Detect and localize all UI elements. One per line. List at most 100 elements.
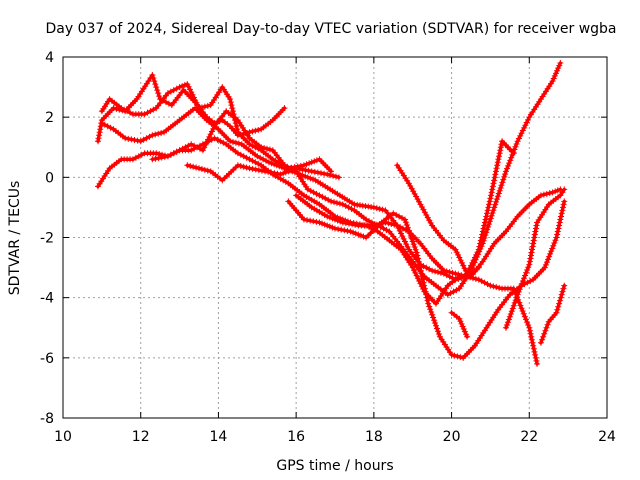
data-point	[468, 262, 474, 269]
data-point	[458, 272, 465, 279]
data-point	[487, 215, 494, 222]
data-point	[477, 237, 484, 244]
data-point	[560, 285, 567, 292]
data-point	[490, 207, 497, 214]
data-point	[557, 60, 564, 67]
data-point	[554, 67, 561, 74]
data-point	[490, 180, 497, 187]
data-point	[427, 306, 434, 313]
data-point	[485, 221, 492, 228]
data-point	[319, 220, 326, 227]
data-point	[332, 225, 338, 232]
data-point	[333, 199, 340, 206]
data-point	[512, 297, 519, 304]
data-point	[528, 336, 535, 343]
data-point	[185, 83, 192, 90]
data-point	[518, 280, 525, 287]
data-point	[488, 192, 495, 199]
data-point	[557, 216, 564, 223]
data-point	[551, 239, 558, 246]
data-point	[352, 221, 359, 228]
data-point	[482, 216, 489, 223]
data-point	[234, 162, 241, 169]
data-point	[184, 81, 191, 88]
data-point	[311, 158, 318, 165]
data-point	[529, 243, 536, 250]
data-point	[430, 314, 437, 321]
data-point	[486, 201, 493, 208]
data-point	[526, 324, 533, 331]
data-point	[370, 204, 377, 211]
data-point	[416, 277, 423, 284]
data-point	[265, 168, 272, 175]
data-point	[418, 270, 425, 277]
y-tick-label: -4	[40, 291, 54, 307]
data-point	[530, 342, 537, 349]
data-point	[408, 185, 415, 192]
data-point	[554, 228, 561, 235]
data-point	[308, 159, 315, 166]
data-point	[299, 166, 306, 173]
data-point	[281, 105, 288, 112]
data-point	[376, 220, 383, 227]
data-point	[484, 210, 490, 217]
data-point	[95, 135, 102, 142]
data-point	[420, 279, 427, 286]
data-point	[529, 246, 536, 253]
data-point	[409, 264, 416, 271]
data-point	[227, 96, 234, 103]
data-point	[506, 313, 513, 320]
data-point	[290, 166, 297, 173]
data-point	[420, 206, 427, 213]
data-point	[466, 265, 473, 272]
data-point	[520, 310, 527, 317]
data-point	[321, 170, 328, 177]
data-point	[502, 168, 509, 175]
data-point	[425, 300, 432, 307]
data-point	[307, 175, 314, 182]
data-point	[201, 144, 208, 151]
data-point	[486, 218, 493, 225]
data-point	[335, 226, 342, 233]
data-point	[519, 127, 526, 134]
data-point	[152, 155, 159, 162]
data-point	[559, 288, 566, 295]
data-point	[94, 138, 101, 145]
data-point	[518, 305, 525, 312]
data-point	[370, 222, 377, 229]
data-point	[526, 327, 533, 334]
data-point	[435, 331, 442, 338]
data-point	[521, 313, 528, 320]
data-point	[293, 165, 300, 172]
data-point	[192, 97, 199, 104]
data-point	[202, 141, 209, 148]
data-point	[342, 220, 349, 227]
data-point	[484, 207, 491, 214]
markers-trace-3	[98, 105, 482, 283]
data-point	[373, 205, 380, 212]
data-point	[149, 156, 156, 163]
data-point	[155, 130, 162, 137]
data-point	[556, 222, 563, 229]
y-tick-label: -8	[40, 411, 54, 427]
data-point	[488, 212, 495, 219]
data-point	[310, 218, 317, 225]
data-point	[522, 122, 529, 129]
data-point	[443, 268, 450, 275]
data-point	[558, 210, 565, 217]
data-point	[201, 103, 208, 110]
data-point	[457, 318, 464, 325]
data-point	[329, 215, 336, 222]
data-point	[156, 151, 163, 158]
data-point	[335, 174, 342, 181]
data-point	[204, 167, 211, 174]
data-point	[158, 129, 165, 136]
data-point	[350, 229, 357, 236]
axis-ticks: 10 12 14 16 18 20 22 24-8-6-4-2024	[40, 50, 616, 445]
data-point	[537, 192, 544, 199]
data-point	[532, 225, 539, 232]
data-point	[338, 226, 345, 233]
data-point	[525, 321, 532, 328]
data-point	[480, 225, 487, 232]
data-point	[533, 357, 540, 364]
